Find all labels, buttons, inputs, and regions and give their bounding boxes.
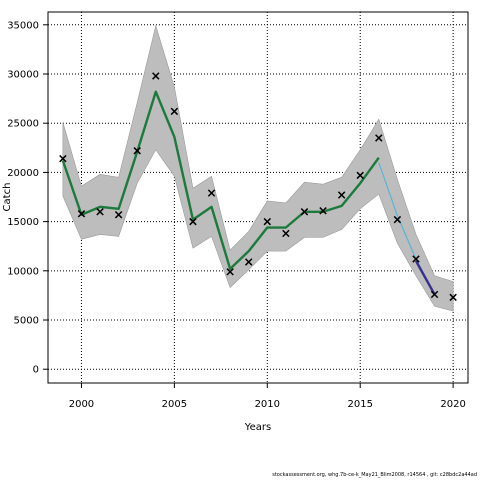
observed-point <box>77 210 86 218</box>
observed-point <box>189 217 197 226</box>
fit-lines <box>61 90 436 296</box>
confidence-band <box>62 24 454 312</box>
observed-point <box>96 208 104 216</box>
plot-frame <box>47 11 469 384</box>
confidence-band-area <box>62 24 454 312</box>
y-tick-label: 15000 <box>7 217 39 228</box>
footer-credit: stockassessment.org, whg.7b-ce-k_May21_B… <box>272 472 477 478</box>
y-tick-label: 10000 <box>7 266 39 277</box>
observed-points <box>59 72 457 302</box>
observed-point <box>59 154 67 163</box>
observed-point <box>300 208 309 216</box>
observed-point <box>263 217 272 226</box>
y-tick-label: 0 <box>33 365 39 376</box>
axes: 2000 2005 2010 2015 2020 0 5000 10000 15000 20000… <box>7 20 466 410</box>
observed-point <box>393 215 402 224</box>
observed-point <box>282 229 290 238</box>
x-tick-label: 2015 <box>347 399 372 410</box>
observed-point <box>114 210 123 219</box>
fit-recent-line <box>414 260 436 296</box>
observed-point <box>356 171 364 180</box>
y-tick-label: 20000 <box>7 168 39 179</box>
observed-point <box>319 207 327 215</box>
observed-point <box>152 72 160 80</box>
y-tick-label: 5000 <box>14 316 39 327</box>
x-tick-label: 2005 <box>162 399 187 410</box>
y-axis-title: Catch <box>2 183 13 212</box>
x-axis-title: Years <box>244 422 271 433</box>
observed-point <box>449 293 457 302</box>
y-tick-label: 35000 <box>7 20 39 31</box>
observed-point <box>170 107 179 116</box>
x-tick-label: 2020 <box>440 399 465 410</box>
observed-point <box>207 189 216 197</box>
x-tick-label: 2000 <box>69 399 94 410</box>
y-tick-label: 25000 <box>7 119 39 130</box>
observed-point <box>337 191 346 199</box>
fit-historical-line <box>61 90 380 271</box>
observed-point <box>133 147 141 155</box>
x-tick-label: 2010 <box>255 399 280 410</box>
observed-point <box>375 134 383 142</box>
observed-point <box>430 290 439 299</box>
observed-point <box>226 268 234 276</box>
y-tick-label: 30000 <box>7 69 39 80</box>
observed-point <box>412 255 420 263</box>
observed-point <box>244 258 253 266</box>
